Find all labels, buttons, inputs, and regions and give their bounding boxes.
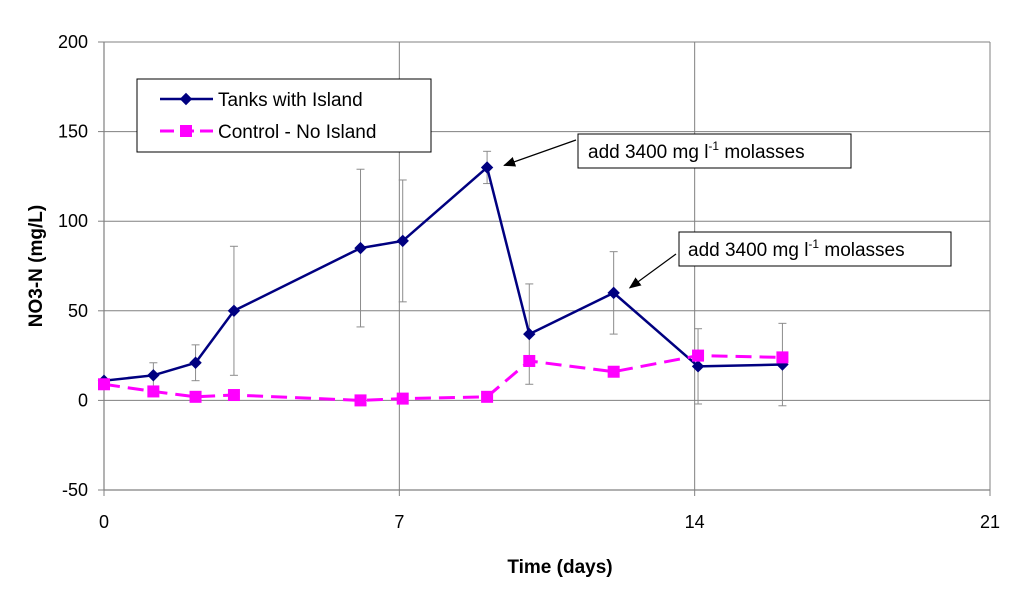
data-point-tanks-with-island	[691, 360, 705, 373]
annotation-text-1-main: add 3400 mg l	[588, 142, 708, 163]
y-tick-label: 50	[68, 301, 88, 321]
legend-label-tanks-with-island: Tanks with Island	[218, 90, 363, 111]
data-point-control-no-island	[396, 392, 409, 405]
annotation-2: add 3400 mg l-1 molasses	[678, 231, 952, 267]
data-point-tanks-with-island	[147, 369, 160, 382]
x-tick-label: 14	[685, 512, 705, 532]
tick-labels: -50 0 50 100 150 200 0 7 14 21	[58, 32, 1000, 532]
data-point-tanks-with-island	[189, 356, 202, 369]
data-point-control-no-island	[481, 390, 494, 403]
annotation-text-1: add 3400 mg l-1 molasses	[588, 139, 805, 163]
data-point-control-no-island	[523, 354, 536, 367]
data-point-control-no-island	[776, 351, 789, 364]
annotation-text-2: add 3400 mg l-1 molasses	[688, 237, 905, 261]
y-axis-title: NO3-N (mg/L)	[26, 205, 47, 327]
x-tick-label: 21	[980, 512, 1000, 532]
data-point-control-no-island	[692, 349, 705, 362]
data-point-control-no-island	[227, 389, 240, 402]
annotation-text-1-superscript: -1	[708, 139, 719, 153]
legend-box	[136, 78, 432, 153]
x-axis-title: Time (days)	[507, 557, 612, 578]
data-point-control-no-island	[189, 390, 202, 403]
legend-marker-control-no-island	[180, 125, 192, 137]
series-markers	[97, 161, 789, 407]
annotation-text-2-superscript: -1	[808, 237, 819, 251]
series-line-tanks-with-island	[103, 166, 783, 382]
data-point-control-no-island	[607, 365, 620, 378]
series-lines	[103, 166, 783, 402]
legend-samples	[160, 92, 213, 137]
data-point-control-no-island	[354, 394, 367, 407]
y-tick-label: -50	[62, 480, 88, 500]
data-point-control-no-island	[147, 385, 160, 398]
annotation-box-2	[678, 231, 952, 267]
x-tick-label: 0	[99, 512, 109, 532]
annotation-arrow-2	[628, 253, 677, 289]
data-point-tanks-with-island	[607, 286, 620, 300]
data-point-tanks-with-island	[227, 304, 241, 318]
data-point-tanks-with-island	[354, 241, 367, 255]
y-tick-label: 150	[58, 122, 88, 142]
data-point-control-no-island	[98, 378, 110, 391]
y-tick-label: 0	[78, 390, 88, 410]
data-point-tanks-with-island	[396, 234, 409, 248]
legend: Tanks with Island Control - No Island	[136, 78, 432, 153]
annotation-1: add 3400 mg l-1 molasses	[577, 133, 852, 169]
annotation-text-2-main: add 3400 mg l	[688, 240, 808, 261]
annotation-text-1-suffix: molasses	[719, 142, 805, 163]
annotation-text-2-suffix: molasses	[819, 240, 905, 261]
x-tick-label: 7	[394, 512, 404, 532]
y-tick-label: 100	[58, 211, 88, 231]
error-bars	[149, 150, 787, 407]
annotation-box-1	[577, 133, 852, 169]
legend-label-control-no-island: Control - No Island	[218, 122, 376, 143]
y-tick-label: 200	[58, 32, 88, 52]
series-line-control-no-island	[103, 354, 783, 402]
annotation-arrows	[503, 139, 677, 289]
data-point-tanks-with-island	[523, 327, 536, 341]
axes	[98, 41, 991, 496]
data-point-tanks-with-island	[480, 161, 494, 174]
annotation-arrow-1	[503, 139, 577, 167]
legend-marker-tanks-with-island	[179, 92, 193, 106]
